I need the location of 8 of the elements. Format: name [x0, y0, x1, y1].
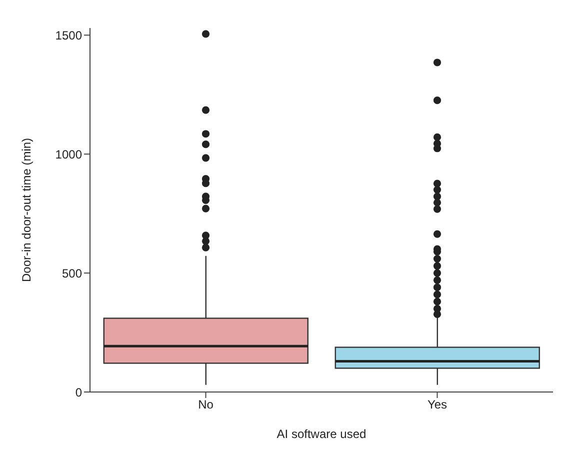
y-tick-label: 500	[62, 266, 82, 280]
y-tick-label: 1500	[55, 28, 82, 42]
y-tick-label: 1000	[55, 147, 82, 162]
y-axis-title: Door-in door-out time (min)	[19, 138, 34, 282]
y-tick-label: 0	[75, 385, 82, 400]
x-tick-label: Yes	[427, 398, 448, 412]
x-axis-title: AI software used	[276, 427, 366, 441]
x-tick-label: No	[198, 398, 214, 412]
